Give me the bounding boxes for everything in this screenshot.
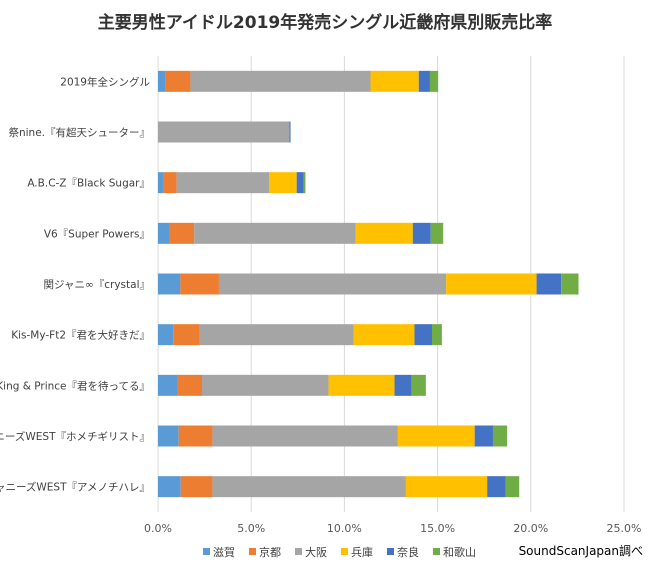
- category-label: ジャニーズWEST『ホメチギリスト』: [0, 430, 150, 443]
- bar-segment-大阪: [201, 374, 329, 396]
- bar-segment-大阪: [212, 425, 398, 447]
- legend-swatch: [203, 548, 210, 555]
- legend-swatch: [387, 548, 394, 555]
- bar-segment-滋賀: [158, 70, 166, 92]
- legend-label: 大阪: [305, 545, 327, 559]
- x-tick-label: 20.0%: [513, 522, 548, 535]
- category-label: Kis-My-Ft2『君を大好きだ』: [11, 329, 150, 342]
- source-note: SoundScanJapan調べ: [519, 544, 643, 558]
- bar-segment-京都: [173, 324, 200, 346]
- x-tick-label: 0.0%: [144, 522, 172, 535]
- bar-segment-奈良: [412, 222, 431, 244]
- bar-segment-奈良: [536, 273, 562, 295]
- bar-segment-滋賀: [158, 172, 164, 194]
- bar-segment-大阪: [218, 273, 447, 295]
- category-label: King & Prince『君を待ってる』: [0, 379, 150, 392]
- bar-segment-奈良: [418, 70, 430, 92]
- bar-segment-京都: [165, 70, 191, 92]
- bar-segment-京都: [169, 222, 195, 244]
- category-label: V6『Super Powers』: [44, 228, 150, 240]
- bar-segment-滋賀: [158, 222, 170, 244]
- bar-segment-兵庫: [446, 273, 537, 295]
- legend-swatch: [433, 548, 440, 555]
- bar-segment-大阪: [176, 172, 270, 194]
- bar-segment-大阪: [158, 121, 290, 143]
- category-label: ジャニーズWEST『アメノチハレ』: [0, 481, 150, 494]
- bar-segment-京都: [163, 172, 177, 194]
- legend-swatch: [295, 548, 302, 555]
- x-tick-label: 5.0%: [237, 522, 265, 535]
- category-label: 祭nine.『有超天シューター』: [8, 126, 150, 139]
- category-label: 2019年全シングル: [60, 75, 150, 88]
- bar-segment-滋賀: [158, 324, 174, 346]
- bar-segment-滋賀: [158, 273, 181, 295]
- x-tick-label: 10.0%: [327, 522, 362, 535]
- bar-segment-兵庫: [328, 374, 395, 396]
- legend-label: 滋賀: [213, 546, 235, 559]
- category-label: A.B.C-Z『Black Sugar』: [27, 178, 150, 190]
- bar-segment-兵庫: [269, 172, 297, 194]
- legend-label: 京都: [259, 545, 281, 559]
- bar-segment-奈良: [474, 425, 493, 447]
- category-label: 関ジャニ∞『crystal』: [44, 279, 150, 291]
- bar-segment-和歌山: [429, 70, 439, 92]
- bar-segment-和歌山: [492, 425, 508, 447]
- bar-segment-滋賀: [158, 425, 179, 447]
- bar-segment-京都: [180, 476, 213, 498]
- bar-segment-和歌山: [561, 273, 579, 295]
- bar-segment-奈良: [414, 324, 433, 346]
- legend-label: 兵庫: [351, 545, 373, 559]
- x-tick-label: 15.0%: [420, 522, 455, 535]
- x-tick-label: 25.0%: [607, 522, 642, 535]
- bar-segment-和歌山: [430, 222, 444, 244]
- bar-segment-兵庫: [353, 324, 415, 346]
- bar-segment-和歌山: [411, 374, 426, 396]
- bar-segment-兵庫: [397, 425, 475, 447]
- legend-swatch: [341, 548, 348, 555]
- bar-segment-京都: [177, 374, 202, 396]
- bar-segment-兵庫: [370, 70, 419, 92]
- legend-swatch: [249, 548, 256, 555]
- chart-title: 主要男性アイドル2019年発売シングル近畿府県別販売比率: [98, 12, 552, 33]
- bar-segment-兵庫: [405, 476, 488, 498]
- bar-segment-大阪: [199, 324, 354, 346]
- bar-segment-大阪: [190, 70, 371, 92]
- bar-segment-京都: [178, 425, 213, 447]
- bar-segment-奈良: [289, 121, 291, 143]
- bar-segment-京都: [180, 273, 219, 295]
- bar-segment-奈良: [394, 374, 412, 396]
- bar-segment-和歌山: [505, 476, 520, 498]
- bar-segment-奈良: [296, 172, 304, 194]
- bar-segment-和歌山: [303, 172, 306, 194]
- bar-segment-奈良: [487, 476, 506, 498]
- bar-segment-大阪: [212, 476, 406, 498]
- bar-segment-兵庫: [355, 222, 413, 244]
- legend-label: 和歌山: [443, 545, 476, 559]
- bar-segment-和歌山: [432, 324, 442, 346]
- bar-segment-大阪: [194, 222, 356, 244]
- legend-label: 奈良: [397, 545, 419, 559]
- bar-segment-滋賀: [158, 374, 178, 396]
- bar-segment-滋賀: [158, 476, 181, 498]
